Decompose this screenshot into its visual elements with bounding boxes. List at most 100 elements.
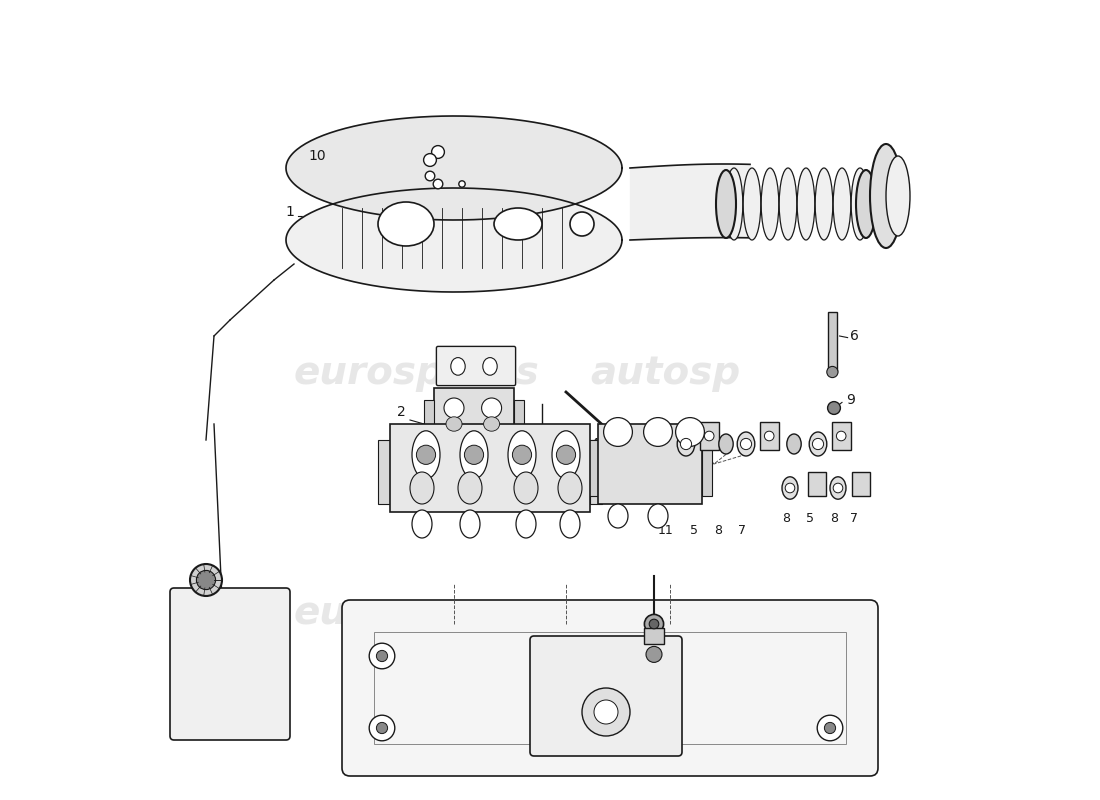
Text: 3: 3 bbox=[502, 437, 510, 451]
Text: 2: 2 bbox=[397, 405, 406, 419]
Ellipse shape bbox=[744, 168, 761, 240]
Circle shape bbox=[459, 181, 465, 187]
Circle shape bbox=[833, 483, 843, 493]
Ellipse shape bbox=[494, 208, 542, 240]
Bar bbox=[390, 424, 590, 512]
Text: 7: 7 bbox=[738, 524, 746, 537]
Ellipse shape bbox=[870, 144, 902, 248]
Bar bbox=[832, 422, 850, 450]
Text: 6: 6 bbox=[850, 329, 859, 343]
Ellipse shape bbox=[412, 430, 440, 478]
Bar bbox=[645, 628, 663, 644]
Text: 7: 7 bbox=[850, 512, 858, 525]
Circle shape bbox=[675, 418, 704, 446]
Ellipse shape bbox=[514, 472, 538, 504]
Ellipse shape bbox=[460, 430, 488, 478]
Bar bbox=[702, 440, 712, 496]
Circle shape bbox=[433, 179, 443, 189]
Bar bbox=[700, 422, 718, 450]
Bar bbox=[425, 400, 435, 432]
Ellipse shape bbox=[718, 434, 734, 454]
Ellipse shape bbox=[648, 504, 668, 528]
Circle shape bbox=[431, 146, 444, 158]
Ellipse shape bbox=[516, 510, 536, 538]
Ellipse shape bbox=[552, 430, 580, 478]
Circle shape bbox=[704, 431, 714, 441]
Circle shape bbox=[827, 402, 840, 414]
Circle shape bbox=[582, 688, 630, 736]
Circle shape bbox=[426, 171, 434, 181]
Text: 4: 4 bbox=[590, 437, 598, 451]
Polygon shape bbox=[286, 188, 622, 292]
FancyBboxPatch shape bbox=[437, 346, 516, 386]
Circle shape bbox=[827, 366, 838, 378]
Circle shape bbox=[370, 643, 395, 669]
Text: eurospares: eurospares bbox=[294, 354, 540, 392]
Ellipse shape bbox=[451, 358, 465, 375]
Bar bbox=[378, 440, 390, 504]
Ellipse shape bbox=[678, 432, 695, 456]
Bar bbox=[852, 472, 870, 496]
Text: eurospares: eurospares bbox=[294, 594, 540, 632]
Ellipse shape bbox=[737, 432, 755, 456]
FancyBboxPatch shape bbox=[342, 600, 878, 776]
Ellipse shape bbox=[558, 472, 582, 504]
Ellipse shape bbox=[815, 168, 833, 240]
Text: 11: 11 bbox=[658, 524, 674, 537]
Circle shape bbox=[197, 570, 216, 590]
Ellipse shape bbox=[460, 510, 480, 538]
Ellipse shape bbox=[378, 202, 434, 246]
Text: 8: 8 bbox=[714, 524, 722, 537]
FancyBboxPatch shape bbox=[530, 636, 682, 756]
Ellipse shape bbox=[484, 417, 499, 431]
Text: 9: 9 bbox=[846, 393, 855, 407]
Ellipse shape bbox=[508, 430, 536, 478]
Text: 8: 8 bbox=[782, 512, 790, 525]
Circle shape bbox=[424, 154, 437, 166]
Circle shape bbox=[417, 445, 436, 464]
Circle shape bbox=[190, 564, 222, 596]
Circle shape bbox=[513, 445, 531, 464]
Circle shape bbox=[376, 722, 387, 734]
Ellipse shape bbox=[798, 168, 815, 240]
Ellipse shape bbox=[725, 168, 742, 240]
Bar bbox=[598, 424, 702, 504]
Circle shape bbox=[836, 431, 846, 441]
Circle shape bbox=[464, 445, 484, 464]
Circle shape bbox=[649, 619, 659, 629]
Circle shape bbox=[557, 445, 575, 464]
Text: 8: 8 bbox=[830, 512, 838, 525]
Bar bbox=[808, 472, 826, 496]
Ellipse shape bbox=[458, 472, 482, 504]
Ellipse shape bbox=[446, 417, 462, 431]
Ellipse shape bbox=[833, 168, 850, 240]
Ellipse shape bbox=[444, 398, 464, 418]
Circle shape bbox=[824, 722, 836, 734]
Ellipse shape bbox=[851, 168, 869, 240]
Circle shape bbox=[644, 418, 672, 446]
Ellipse shape bbox=[761, 168, 779, 240]
Ellipse shape bbox=[856, 170, 876, 238]
Ellipse shape bbox=[570, 212, 594, 236]
Ellipse shape bbox=[716, 170, 736, 238]
FancyBboxPatch shape bbox=[170, 588, 290, 740]
Bar bbox=[827, 312, 837, 372]
Circle shape bbox=[813, 438, 824, 450]
Ellipse shape bbox=[830, 477, 846, 499]
Text: 5: 5 bbox=[690, 524, 698, 537]
Text: 10: 10 bbox=[308, 149, 326, 163]
Circle shape bbox=[645, 614, 663, 634]
Ellipse shape bbox=[482, 398, 502, 418]
Ellipse shape bbox=[560, 510, 580, 538]
Bar bbox=[514, 400, 524, 432]
Circle shape bbox=[785, 483, 795, 493]
Ellipse shape bbox=[608, 504, 628, 528]
Bar bbox=[590, 440, 602, 504]
Text: 1: 1 bbox=[285, 205, 294, 219]
Bar bbox=[374, 632, 846, 744]
Bar bbox=[588, 440, 598, 496]
Ellipse shape bbox=[786, 434, 801, 454]
Ellipse shape bbox=[886, 156, 910, 236]
Text: eurospares: eurospares bbox=[590, 594, 836, 632]
Ellipse shape bbox=[782, 477, 797, 499]
